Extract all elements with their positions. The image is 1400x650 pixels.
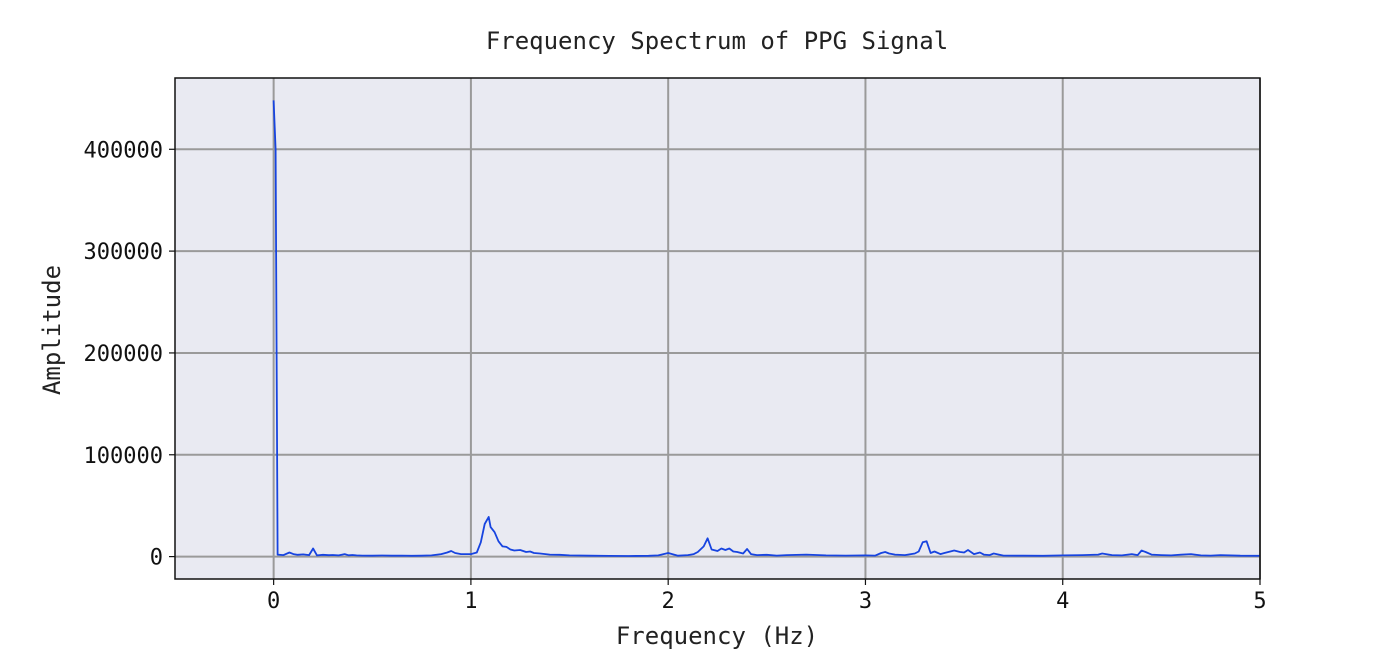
y-tick-label: 200000 bbox=[84, 342, 163, 367]
x-tick-label: 0 bbox=[267, 589, 280, 614]
plot-area bbox=[175, 78, 1260, 579]
y-axis-ticks: 0 100000 200000 300000 400000 bbox=[84, 138, 175, 571]
plot-frame bbox=[174, 77, 1261, 580]
y-tick-label: 400000 bbox=[84, 138, 163, 163]
y-tick-label: 300000 bbox=[84, 240, 163, 265]
x-tick-label: 4 bbox=[1056, 589, 1069, 614]
x-tick-label: 2 bbox=[662, 589, 675, 614]
x-axis-ticks: 0 1 2 3 4 5 bbox=[267, 579, 1267, 614]
x-axis-label: Frequency (Hz) bbox=[616, 622, 818, 650]
series-line-0 bbox=[272, 100, 1261, 557]
chart-title: Frequency Spectrum of PPG Signal bbox=[486, 27, 948, 55]
x-tick-label: 3 bbox=[859, 589, 872, 614]
x-tick-label: 5 bbox=[1253, 589, 1266, 614]
y-tick-label: 100000 bbox=[84, 444, 163, 469]
series-layer bbox=[272, 100, 1261, 557]
y-axis-label: Amplitude bbox=[38, 265, 66, 395]
x-tick-label: 1 bbox=[464, 589, 477, 614]
y-tick-label: 0 bbox=[150, 546, 163, 571]
